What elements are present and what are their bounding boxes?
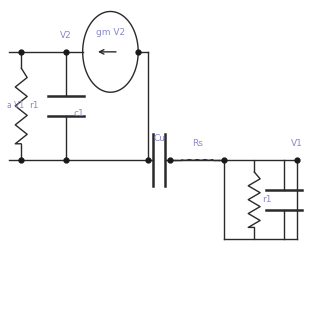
Text: V2: V2: [60, 31, 72, 40]
Text: Cu: Cu: [153, 134, 165, 143]
Text: r1: r1: [262, 195, 272, 204]
Text: c1: c1: [74, 108, 84, 118]
Text: Rs: Rs: [192, 140, 203, 148]
Text: r1: r1: [29, 101, 39, 110]
Text: a V1: a V1: [7, 101, 24, 110]
Text: gm V2: gm V2: [96, 28, 125, 37]
Text: V1: V1: [291, 140, 303, 148]
